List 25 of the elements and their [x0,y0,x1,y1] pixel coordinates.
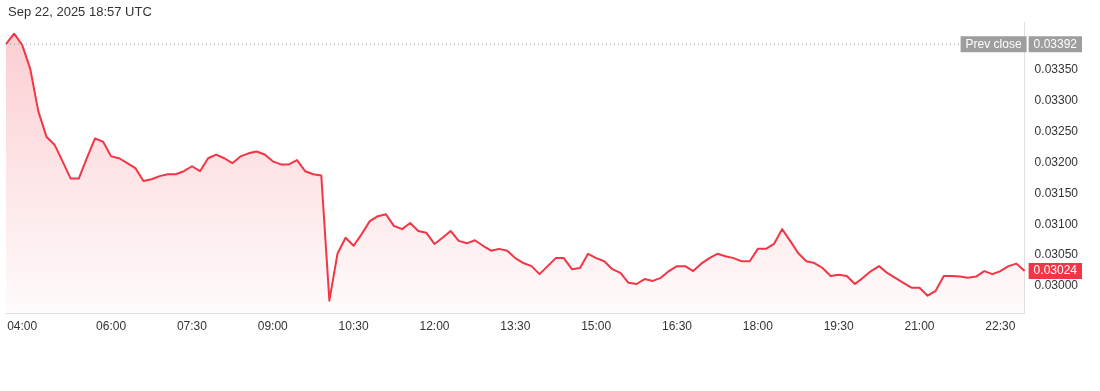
text: 0.03392 [1033,36,1078,51]
x-tick-label: 18:00 [742,319,774,334]
y-tick-label: 0.03150 [1034,185,1079,200]
x-tick-label: 21:00 [904,319,935,334]
x-tick-label: 22:30 [985,319,1016,334]
y-tick-label: 0.03050 [1034,247,1079,262]
y-tick-label: 0.03000 [1034,278,1079,293]
x-tick-label: 13:30 [500,319,531,334]
y-tick-label: 0.03250 [1034,124,1079,139]
chart-title: Sep 22, 2025 18:57 UTC [8,4,152,19]
text: 0.03024 [1033,263,1078,278]
x-tick-label: 06:00 [96,319,127,334]
x-tick-label: 10:30 [338,319,369,334]
x-tick-label: 07:30 [176,319,208,334]
x-tick-label: 04:00 [7,319,38,334]
ref-line-label: Prev close [965,36,1022,51]
y-tick-label: 0.03100 [1034,216,1079,231]
y-tick-label: 0.03200 [1034,154,1079,169]
x-tick-label: 09:00 [257,319,289,334]
x-tick-label: 16:30 [661,319,693,334]
x-tick-label: 15:00 [581,319,612,334]
y-tick-label: 0.03350 [1034,62,1079,77]
y-tick-label: 0.03300 [1034,93,1079,108]
x-tick-label: 12:00 [419,319,450,334]
x-tick-label: 19:30 [823,319,855,334]
